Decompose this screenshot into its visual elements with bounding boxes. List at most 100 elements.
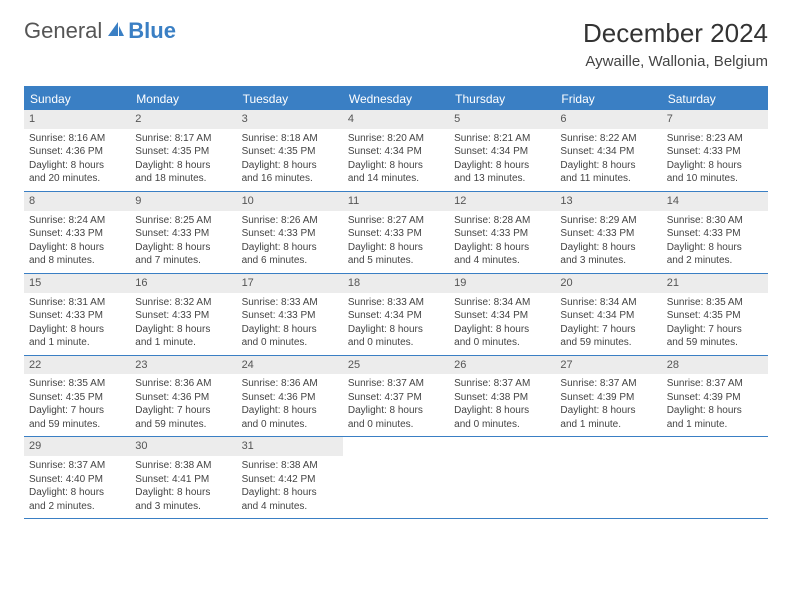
- daylight-text: Daylight: 8 hours: [29, 159, 125, 173]
- daylight-text: and 59 minutes.: [29, 418, 125, 432]
- sunrise-text: Sunrise: 8:38 AM: [135, 459, 231, 473]
- sunset-text: Sunset: 4:38 PM: [454, 391, 550, 405]
- daylight-text: Daylight: 8 hours: [560, 159, 656, 173]
- sunset-text: Sunset: 4:36 PM: [242, 391, 338, 405]
- day-number: 15: [24, 274, 130, 293]
- sunrise-text: Sunrise: 8:35 AM: [667, 296, 763, 310]
- sunrise-text: Sunrise: 8:35 AM: [29, 377, 125, 391]
- sunrise-text: Sunrise: 8:24 AM: [29, 214, 125, 228]
- week-row: 22Sunrise: 8:35 AMSunset: 4:35 PMDayligh…: [24, 356, 768, 438]
- sunrise-text: Sunrise: 8:33 AM: [242, 296, 338, 310]
- daylight-text: and 18 minutes.: [135, 172, 231, 186]
- daylight-text: and 0 minutes.: [454, 336, 550, 350]
- day-cell: 5Sunrise: 8:21 AMSunset: 4:34 PMDaylight…: [449, 110, 555, 191]
- daylight-text: and 8 minutes.: [29, 254, 125, 268]
- sunrise-text: Sunrise: 8:17 AM: [135, 132, 231, 146]
- daylight-text: Daylight: 8 hours: [454, 323, 550, 337]
- daylight-text: and 0 minutes.: [348, 336, 444, 350]
- daylight-text: and 10 minutes.: [667, 172, 763, 186]
- sunset-text: Sunset: 4:33 PM: [348, 227, 444, 241]
- daylight-text: Daylight: 8 hours: [242, 323, 338, 337]
- daylight-text: and 3 minutes.: [560, 254, 656, 268]
- daylight-text: Daylight: 8 hours: [667, 241, 763, 255]
- day-cell: 18Sunrise: 8:33 AMSunset: 4:34 PMDayligh…: [343, 274, 449, 355]
- daylight-text: Daylight: 8 hours: [667, 159, 763, 173]
- day-cell: 21Sunrise: 8:35 AMSunset: 4:35 PMDayligh…: [662, 274, 768, 355]
- day-number: 12: [449, 192, 555, 211]
- day-number: 20: [555, 274, 661, 293]
- sunrise-text: Sunrise: 8:31 AM: [29, 296, 125, 310]
- daylight-text: Daylight: 8 hours: [135, 159, 231, 173]
- sunset-text: Sunset: 4:34 PM: [560, 145, 656, 159]
- logo-text-gray: General: [24, 18, 102, 44]
- sunset-text: Sunset: 4:33 PM: [29, 309, 125, 323]
- day-number: 3: [237, 110, 343, 129]
- day-cell: 8Sunrise: 8:24 AMSunset: 4:33 PMDaylight…: [24, 192, 130, 273]
- day-number: 22: [24, 356, 130, 375]
- day-number: 4: [343, 110, 449, 129]
- sunset-text: Sunset: 4:34 PM: [454, 309, 550, 323]
- sunset-text: Sunset: 4:34 PM: [454, 145, 550, 159]
- daylight-text: and 59 minutes.: [135, 418, 231, 432]
- sunset-text: Sunset: 4:34 PM: [348, 145, 444, 159]
- weekday-header: Friday: [555, 88, 661, 110]
- weekday-header: Saturday: [662, 88, 768, 110]
- sunset-text: Sunset: 4:34 PM: [560, 309, 656, 323]
- day-number: 28: [662, 356, 768, 375]
- sunset-text: Sunset: 4:33 PM: [135, 227, 231, 241]
- daylight-text: and 0 minutes.: [348, 418, 444, 432]
- day-number: 10: [237, 192, 343, 211]
- day-cell: 31Sunrise: 8:38 AMSunset: 4:42 PMDayligh…: [237, 437, 343, 518]
- daylight-text: Daylight: 8 hours: [242, 404, 338, 418]
- day-number: 29: [24, 437, 130, 456]
- weekday-header: Tuesday: [237, 88, 343, 110]
- sunrise-text: Sunrise: 8:34 AM: [560, 296, 656, 310]
- daylight-text: Daylight: 8 hours: [454, 404, 550, 418]
- sunset-text: Sunset: 4:33 PM: [29, 227, 125, 241]
- daylight-text: and 0 minutes.: [242, 418, 338, 432]
- day-number: 7: [662, 110, 768, 129]
- sunset-text: Sunset: 4:33 PM: [454, 227, 550, 241]
- sunrise-text: Sunrise: 8:37 AM: [667, 377, 763, 391]
- day-cell: 7Sunrise: 8:23 AMSunset: 4:33 PMDaylight…: [662, 110, 768, 191]
- sunrise-text: Sunrise: 8:21 AM: [454, 132, 550, 146]
- day-number: 21: [662, 274, 768, 293]
- daylight-text: and 16 minutes.: [242, 172, 338, 186]
- daylight-text: Daylight: 7 hours: [560, 323, 656, 337]
- day-number: 27: [555, 356, 661, 375]
- daylight-text: and 2 minutes.: [29, 500, 125, 514]
- day-cell: 26Sunrise: 8:37 AMSunset: 4:38 PMDayligh…: [449, 356, 555, 437]
- daylight-text: Daylight: 8 hours: [135, 323, 231, 337]
- daylight-text: and 0 minutes.: [242, 336, 338, 350]
- sunrise-text: Sunrise: 8:37 AM: [29, 459, 125, 473]
- logo-sail-icon: [106, 18, 126, 44]
- sunrise-text: Sunrise: 8:25 AM: [135, 214, 231, 228]
- weeks-container: 1Sunrise: 8:16 AMSunset: 4:36 PMDaylight…: [24, 110, 768, 519]
- sunset-text: Sunset: 4:33 PM: [242, 227, 338, 241]
- sunrise-text: Sunrise: 8:36 AM: [135, 377, 231, 391]
- day-cell: 19Sunrise: 8:34 AMSunset: 4:34 PMDayligh…: [449, 274, 555, 355]
- daylight-text: and 5 minutes.: [348, 254, 444, 268]
- sunset-text: Sunset: 4:35 PM: [135, 145, 231, 159]
- daylight-text: and 0 minutes.: [454, 418, 550, 432]
- sunset-text: Sunset: 4:40 PM: [29, 473, 125, 487]
- sunrise-text: Sunrise: 8:28 AM: [454, 214, 550, 228]
- day-number: 26: [449, 356, 555, 375]
- day-number: 2: [130, 110, 236, 129]
- day-cell: 3Sunrise: 8:18 AMSunset: 4:35 PMDaylight…: [237, 110, 343, 191]
- day-number: 19: [449, 274, 555, 293]
- header: General Blue December 2024 Aywaille, Wal…: [0, 0, 792, 78]
- weekday-header: Monday: [130, 88, 236, 110]
- sunrise-text: Sunrise: 8:38 AM: [242, 459, 338, 473]
- day-number: 16: [130, 274, 236, 293]
- weekday-header-row: SundayMondayTuesdayWednesdayThursdayFrid…: [24, 88, 768, 110]
- daylight-text: Daylight: 8 hours: [242, 241, 338, 255]
- sunset-text: Sunset: 4:33 PM: [135, 309, 231, 323]
- sunset-text: Sunset: 4:36 PM: [135, 391, 231, 405]
- day-cell: 23Sunrise: 8:36 AMSunset: 4:36 PMDayligh…: [130, 356, 236, 437]
- sunset-text: Sunset: 4:39 PM: [667, 391, 763, 405]
- daylight-text: Daylight: 8 hours: [454, 241, 550, 255]
- day-cell: 24Sunrise: 8:36 AMSunset: 4:36 PMDayligh…: [237, 356, 343, 437]
- sunrise-text: Sunrise: 8:18 AM: [242, 132, 338, 146]
- daylight-text: Daylight: 7 hours: [29, 404, 125, 418]
